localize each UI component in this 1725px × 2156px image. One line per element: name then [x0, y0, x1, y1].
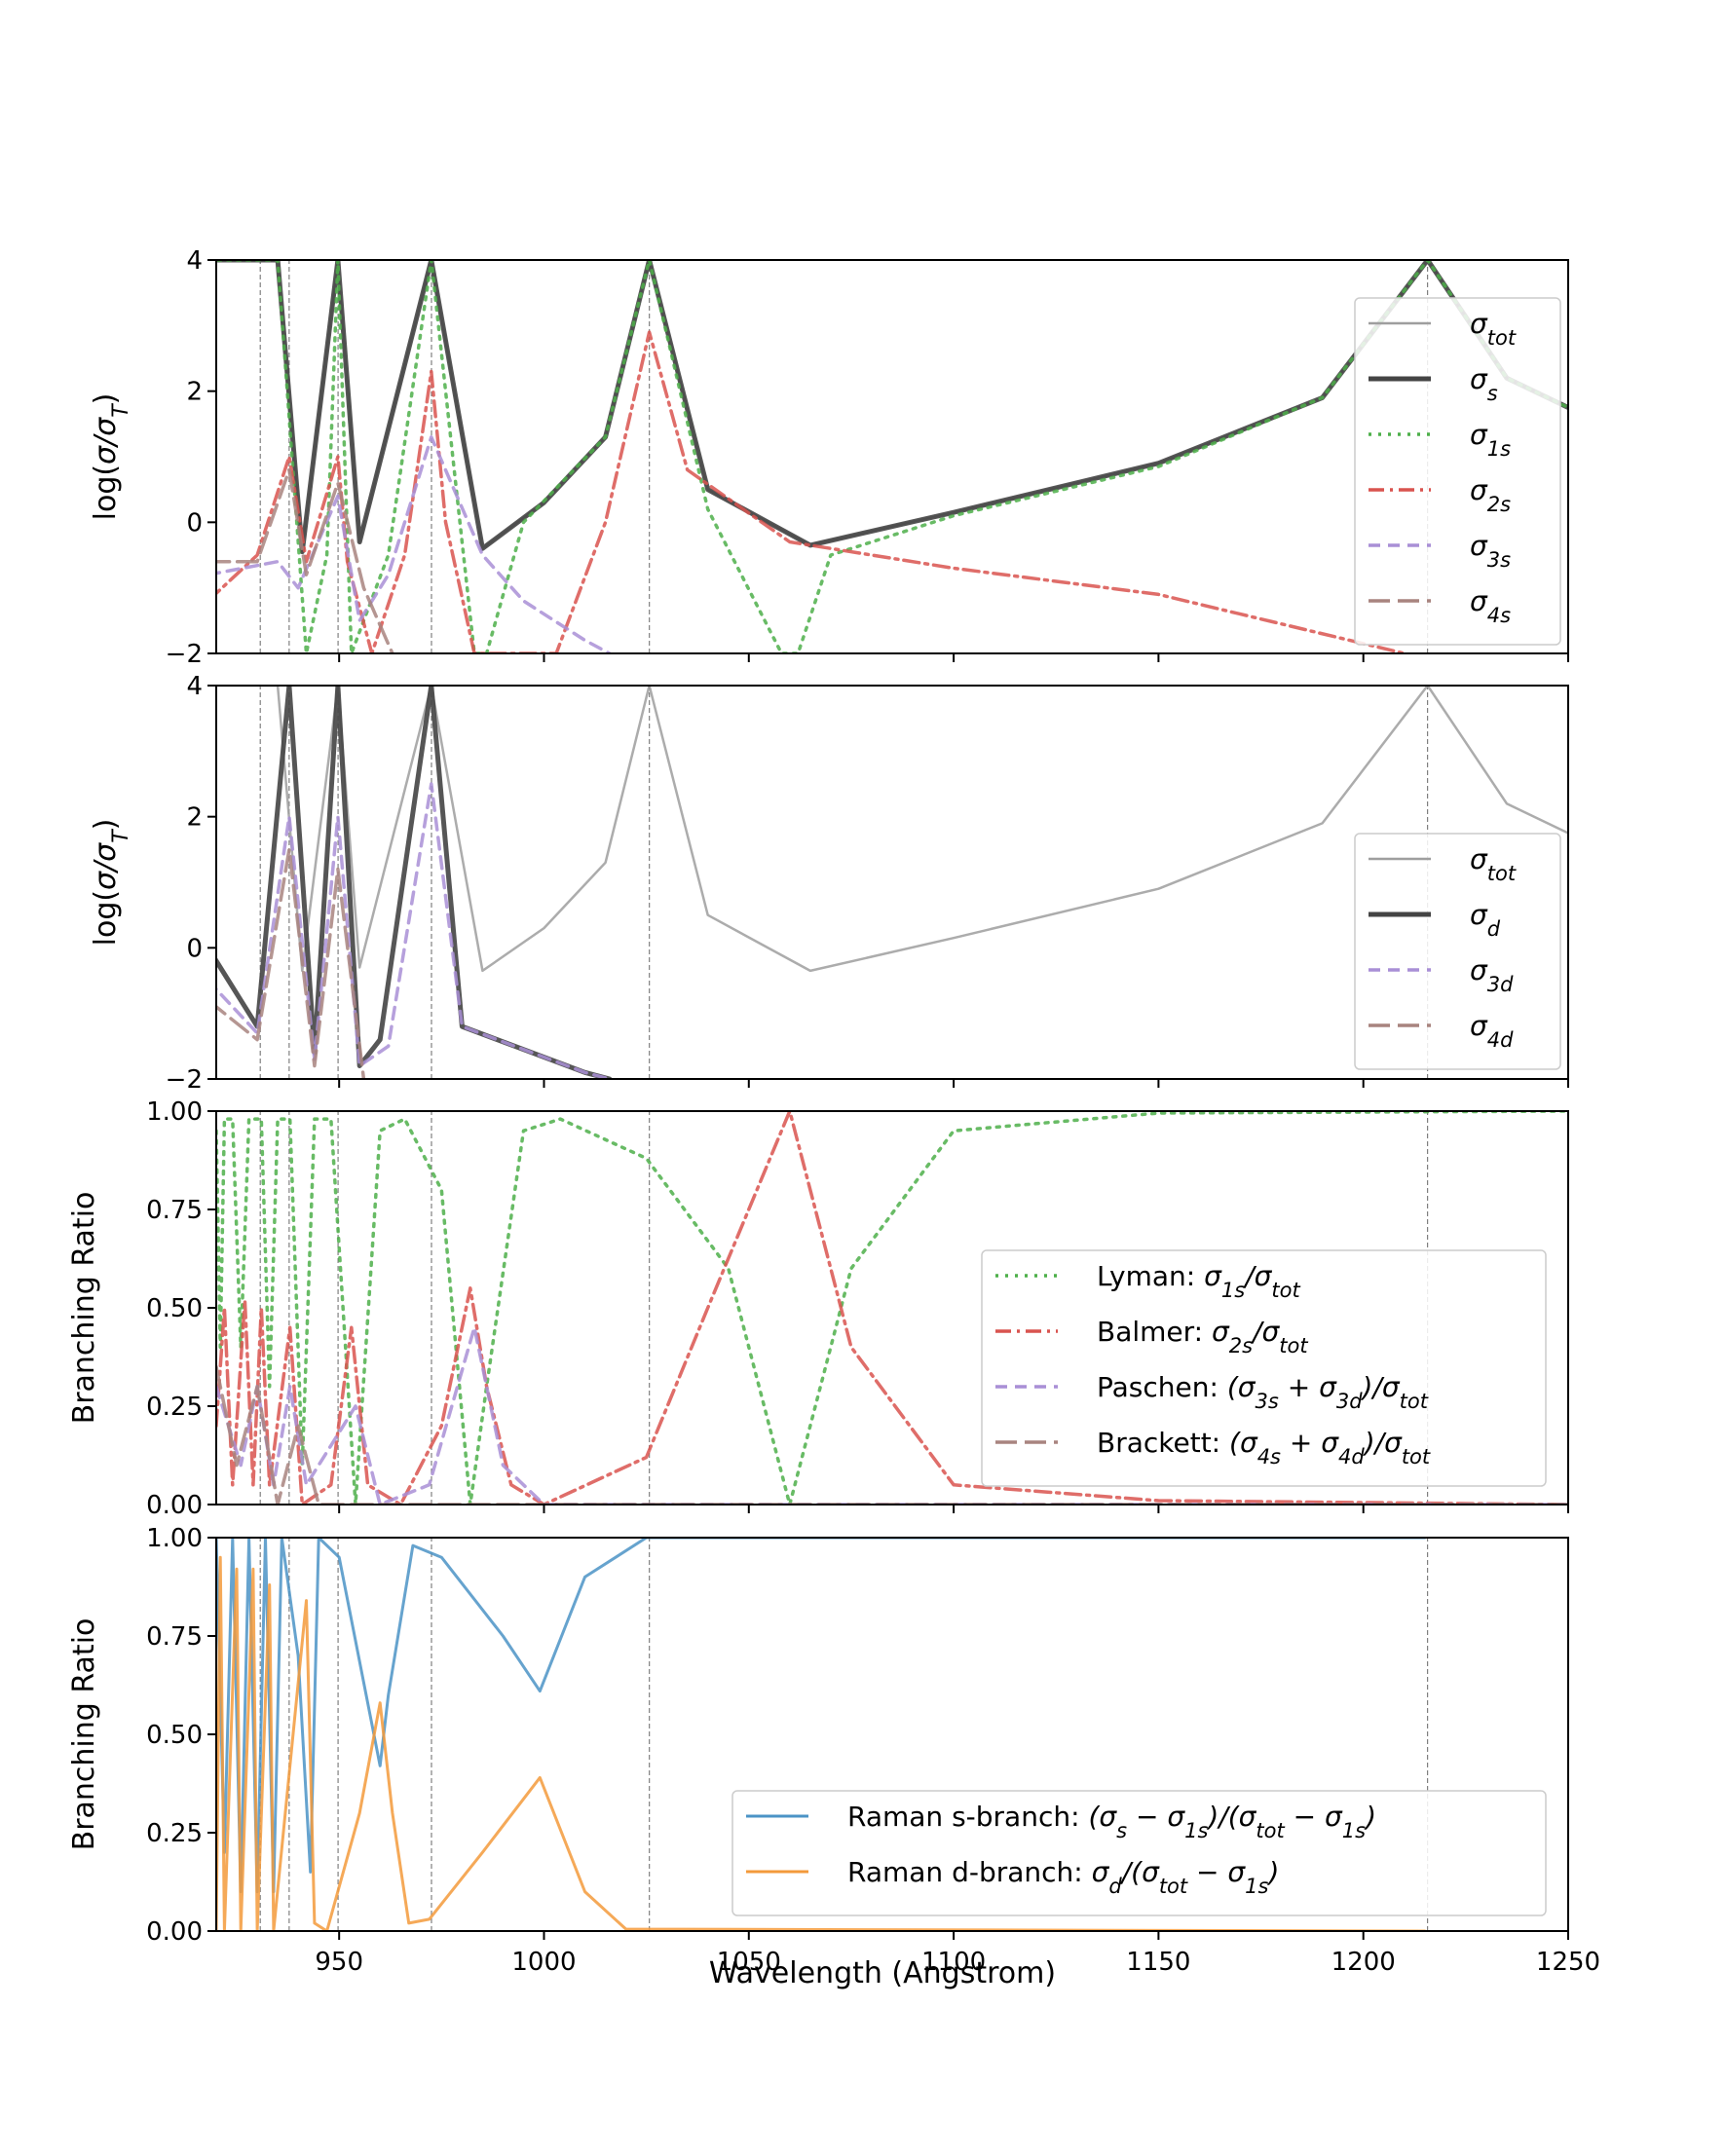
axes-frame [215, 685, 1569, 1080]
y-tick-label: −2 [166, 640, 203, 669]
series-line-balmer [216, 1111, 1568, 1505]
x-tick-label: 1200 [1331, 1948, 1396, 1977]
legend-label-balmer: Balmer: σ2s/σtot [1097, 1316, 1308, 1357]
legend-box [981, 1249, 1547, 1487]
legend-label-brackett: Brackett: (σ4s + σ4d)/σtot [1097, 1427, 1431, 1468]
y-tick-label: 0.00 [146, 1917, 203, 1947]
panel-branching-ratio-lyman-balmer: 0.00 0.25 0.50 0.75 1.00 Branching Ratio Lyman… [67, 1097, 1569, 1520]
legend-label-2s: σ2s [1470, 474, 1511, 516]
axes-frame [215, 259, 1569, 654]
series-line-d-branch [216, 1555, 1427, 1931]
legend-label-3d: σ3d [1470, 954, 1514, 996]
panel-branching-ratio-raman: 0.00 0.25 0.50 0.75 1.00 950 1000 1050 1100 1150 1… [67, 1524, 1600, 1977]
legend-label-4s: σ4s [1470, 585, 1511, 627]
series-line-d [216, 686, 613, 1079]
y-axis-label: log(σ/σT) [89, 819, 133, 947]
series-line-tot [216, 686, 1568, 973]
legend-label-tot: σtot [1470, 308, 1517, 350]
legend-label-paschen: Paschen: (σ3s + σ3d)/σtot [1097, 1371, 1429, 1413]
series-group [216, 1538, 1427, 1931]
legend: Lyman: σ1s/σtot Balmer: σ2s/σtot Paschen: … [981, 1249, 1547, 1487]
legend: σtot σd σ3d σ4d [1354, 833, 1561, 1070]
y-tick-label: 2 [186, 378, 203, 407]
legend-label-lyman: Lyman: σ1s/σtot [1097, 1260, 1300, 1302]
legend: Raman s-branch: (σs − σ1s)/(σtot − σ1s) R… [731, 1790, 1547, 1916]
series-line-brackett [216, 1364, 1568, 1505]
y-tick-label: −2 [166, 1065, 203, 1095]
y-axis-label: Branching Ratio [67, 1618, 101, 1851]
series-line-3d [216, 782, 612, 1079]
x-tick-label: 950 [315, 1948, 363, 1977]
y-tick-label: 4 [186, 246, 203, 276]
y-tick-label: 1.00 [146, 1524, 203, 1553]
chart-panels: −2 0 2 4 log(σ/σT) σtot σs σ1s σ2s σ3s σ4s −2 0 2 4 log… [67, 246, 1600, 1977]
y-tick-label: 0.75 [146, 1622, 203, 1652]
panel-s-channel-cross-sections: −2 0 2 4 log(σ/σT) σtot σs σ1s σ2s σ3s σ4s [89, 246, 1569, 669]
series-line-lyman [216, 1111, 1568, 1505]
legend-label-s: σs [1470, 363, 1498, 405]
x-tick-label: 1150 [1126, 1948, 1190, 1977]
y-tick-label: 0.50 [146, 1721, 203, 1750]
panel-d-channel-cross-sections: −2 0 2 4 log(σ/σT) σtot σd σ3d σ4d [89, 672, 1569, 1095]
y-tick-label: 0.00 [146, 1491, 203, 1520]
y-tick-label: 0 [186, 934, 203, 963]
y-tick-label: 0.25 [146, 1819, 203, 1848]
series-line-2s [216, 330, 1406, 653]
legend-box [1354, 833, 1561, 1070]
x-tick-label: 1050 [717, 1948, 781, 1977]
legend-label-s-branch: Raman s-branch: (σs − σ1s)/(σtot − σ1s) [847, 1801, 1376, 1842]
y-tick-label: 2 [186, 803, 203, 833]
y-tick-label: 4 [186, 672, 203, 701]
series-line-s-branch [216, 1538, 1427, 1894]
y-axis-label: log(σ/σT) [89, 393, 133, 521]
series-group [216, 686, 1568, 1079]
y-tick-label: 0 [186, 508, 203, 538]
series-line-1s [216, 260, 1568, 653]
y-axis-label: Branching Ratio [67, 1192, 101, 1425]
x-tick-label: 1250 [1536, 1948, 1600, 1977]
legend-label-tot: σtot [1470, 843, 1517, 885]
legend-label-3s: σ3s [1470, 530, 1511, 572]
y-tick-label: 0.50 [146, 1294, 203, 1323]
legend-label-1s: σ1s [1470, 419, 1511, 461]
y-tick-label: 0.25 [146, 1393, 203, 1422]
y-tick-label: 0.75 [146, 1196, 203, 1225]
x-tick-label: 1100 [921, 1948, 986, 1977]
legend-label-d: σd [1470, 899, 1501, 941]
x-axis-label: Wavelength (Angstrom) [709, 1956, 1056, 1990]
series-line-3s [216, 435, 612, 653]
legend-label-d-branch: Raman d-branch: σd/(σtot − σ1s) [847, 1856, 1279, 1898]
legend-box [731, 1790, 1547, 1916]
legend: σtot σs σ1s σ2s σ3s σ4s [1354, 297, 1561, 646]
series-group [216, 260, 1568, 653]
legend-label-4d: σ4d [1470, 1010, 1514, 1052]
x-tick-label: 1000 [511, 1948, 576, 1977]
series-line-4d [216, 847, 366, 1079]
series-line-4s [216, 467, 394, 653]
series-group [216, 1111, 1568, 1505]
legend-box [1354, 297, 1561, 646]
y-tick-label: 1.00 [146, 1097, 203, 1127]
